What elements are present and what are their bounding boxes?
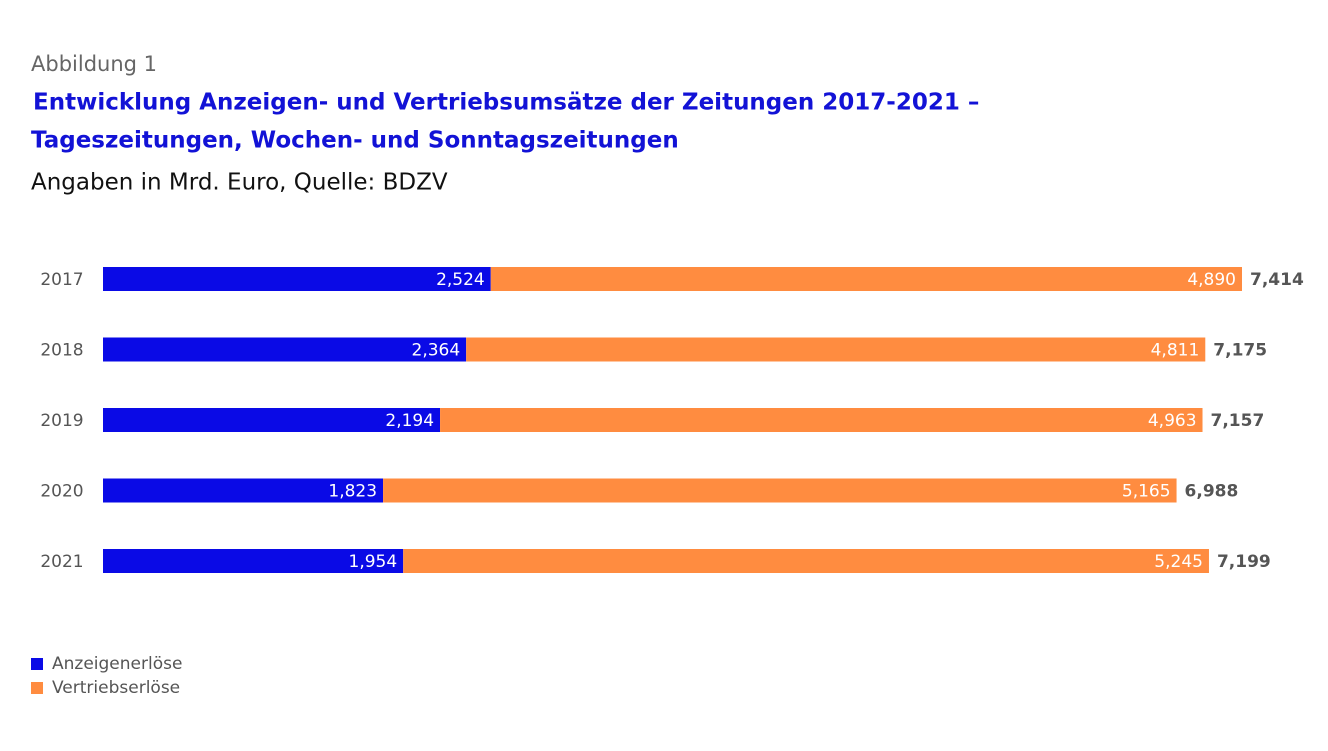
y-tick-label: 2019 (40, 411, 83, 431)
data-label: 1,954 (349, 552, 398, 572)
data-label: 5,165 (1122, 482, 1171, 502)
y-tick-label: 2017 (40, 270, 83, 290)
bar-segment (103, 337, 467, 362)
total-label: 7,199 (1217, 552, 1271, 572)
bar-segment (383, 478, 1177, 503)
caption: Abbildung 1 (31, 52, 157, 76)
y-tick-label: 2021 (40, 552, 83, 572)
legend-swatch (31, 658, 43, 670)
bar-segment (403, 549, 1209, 573)
data-label: 4,890 (1187, 270, 1236, 290)
total-label: 7,157 (1211, 411, 1265, 431)
chart-title: Tageszeitungen, Wochen- und Sonntagszeit… (31, 128, 679, 154)
data-label: 2,364 (412, 341, 461, 361)
total-label: 7,175 (1213, 341, 1267, 361)
total-label: 7,414 (1250, 270, 1304, 290)
bar-segment (490, 267, 1242, 291)
chart-title: Entwicklung Anzeigen- und Vertriebsumsät… (33, 90, 979, 116)
bar-segment (103, 267, 491, 291)
bar-segment (440, 408, 1203, 432)
data-label: 5,245 (1154, 552, 1203, 572)
total-label: 6,988 (1185, 482, 1239, 502)
bar-segment (103, 549, 404, 573)
chart-subtitle: Angaben in Mrd. Euro, Quelle: BDZV (31, 170, 448, 196)
y-tick-label: 2018 (40, 341, 83, 361)
data-label: 4,811 (1151, 341, 1200, 361)
legend-swatch (31, 682, 43, 694)
data-label: 2,194 (385, 411, 434, 431)
data-label: 1,823 (328, 482, 377, 502)
legend-label: Vertriebserlöse (52, 678, 180, 698)
legend-label: Anzeigenerlöse (52, 654, 182, 674)
bar-segment (103, 408, 441, 432)
bar-segment (103, 478, 384, 503)
data-label: 4,963 (1148, 411, 1197, 431)
data-label: 2,524 (436, 270, 485, 290)
y-tick-label: 2020 (40, 482, 83, 502)
bar-segment (466, 337, 1206, 362)
